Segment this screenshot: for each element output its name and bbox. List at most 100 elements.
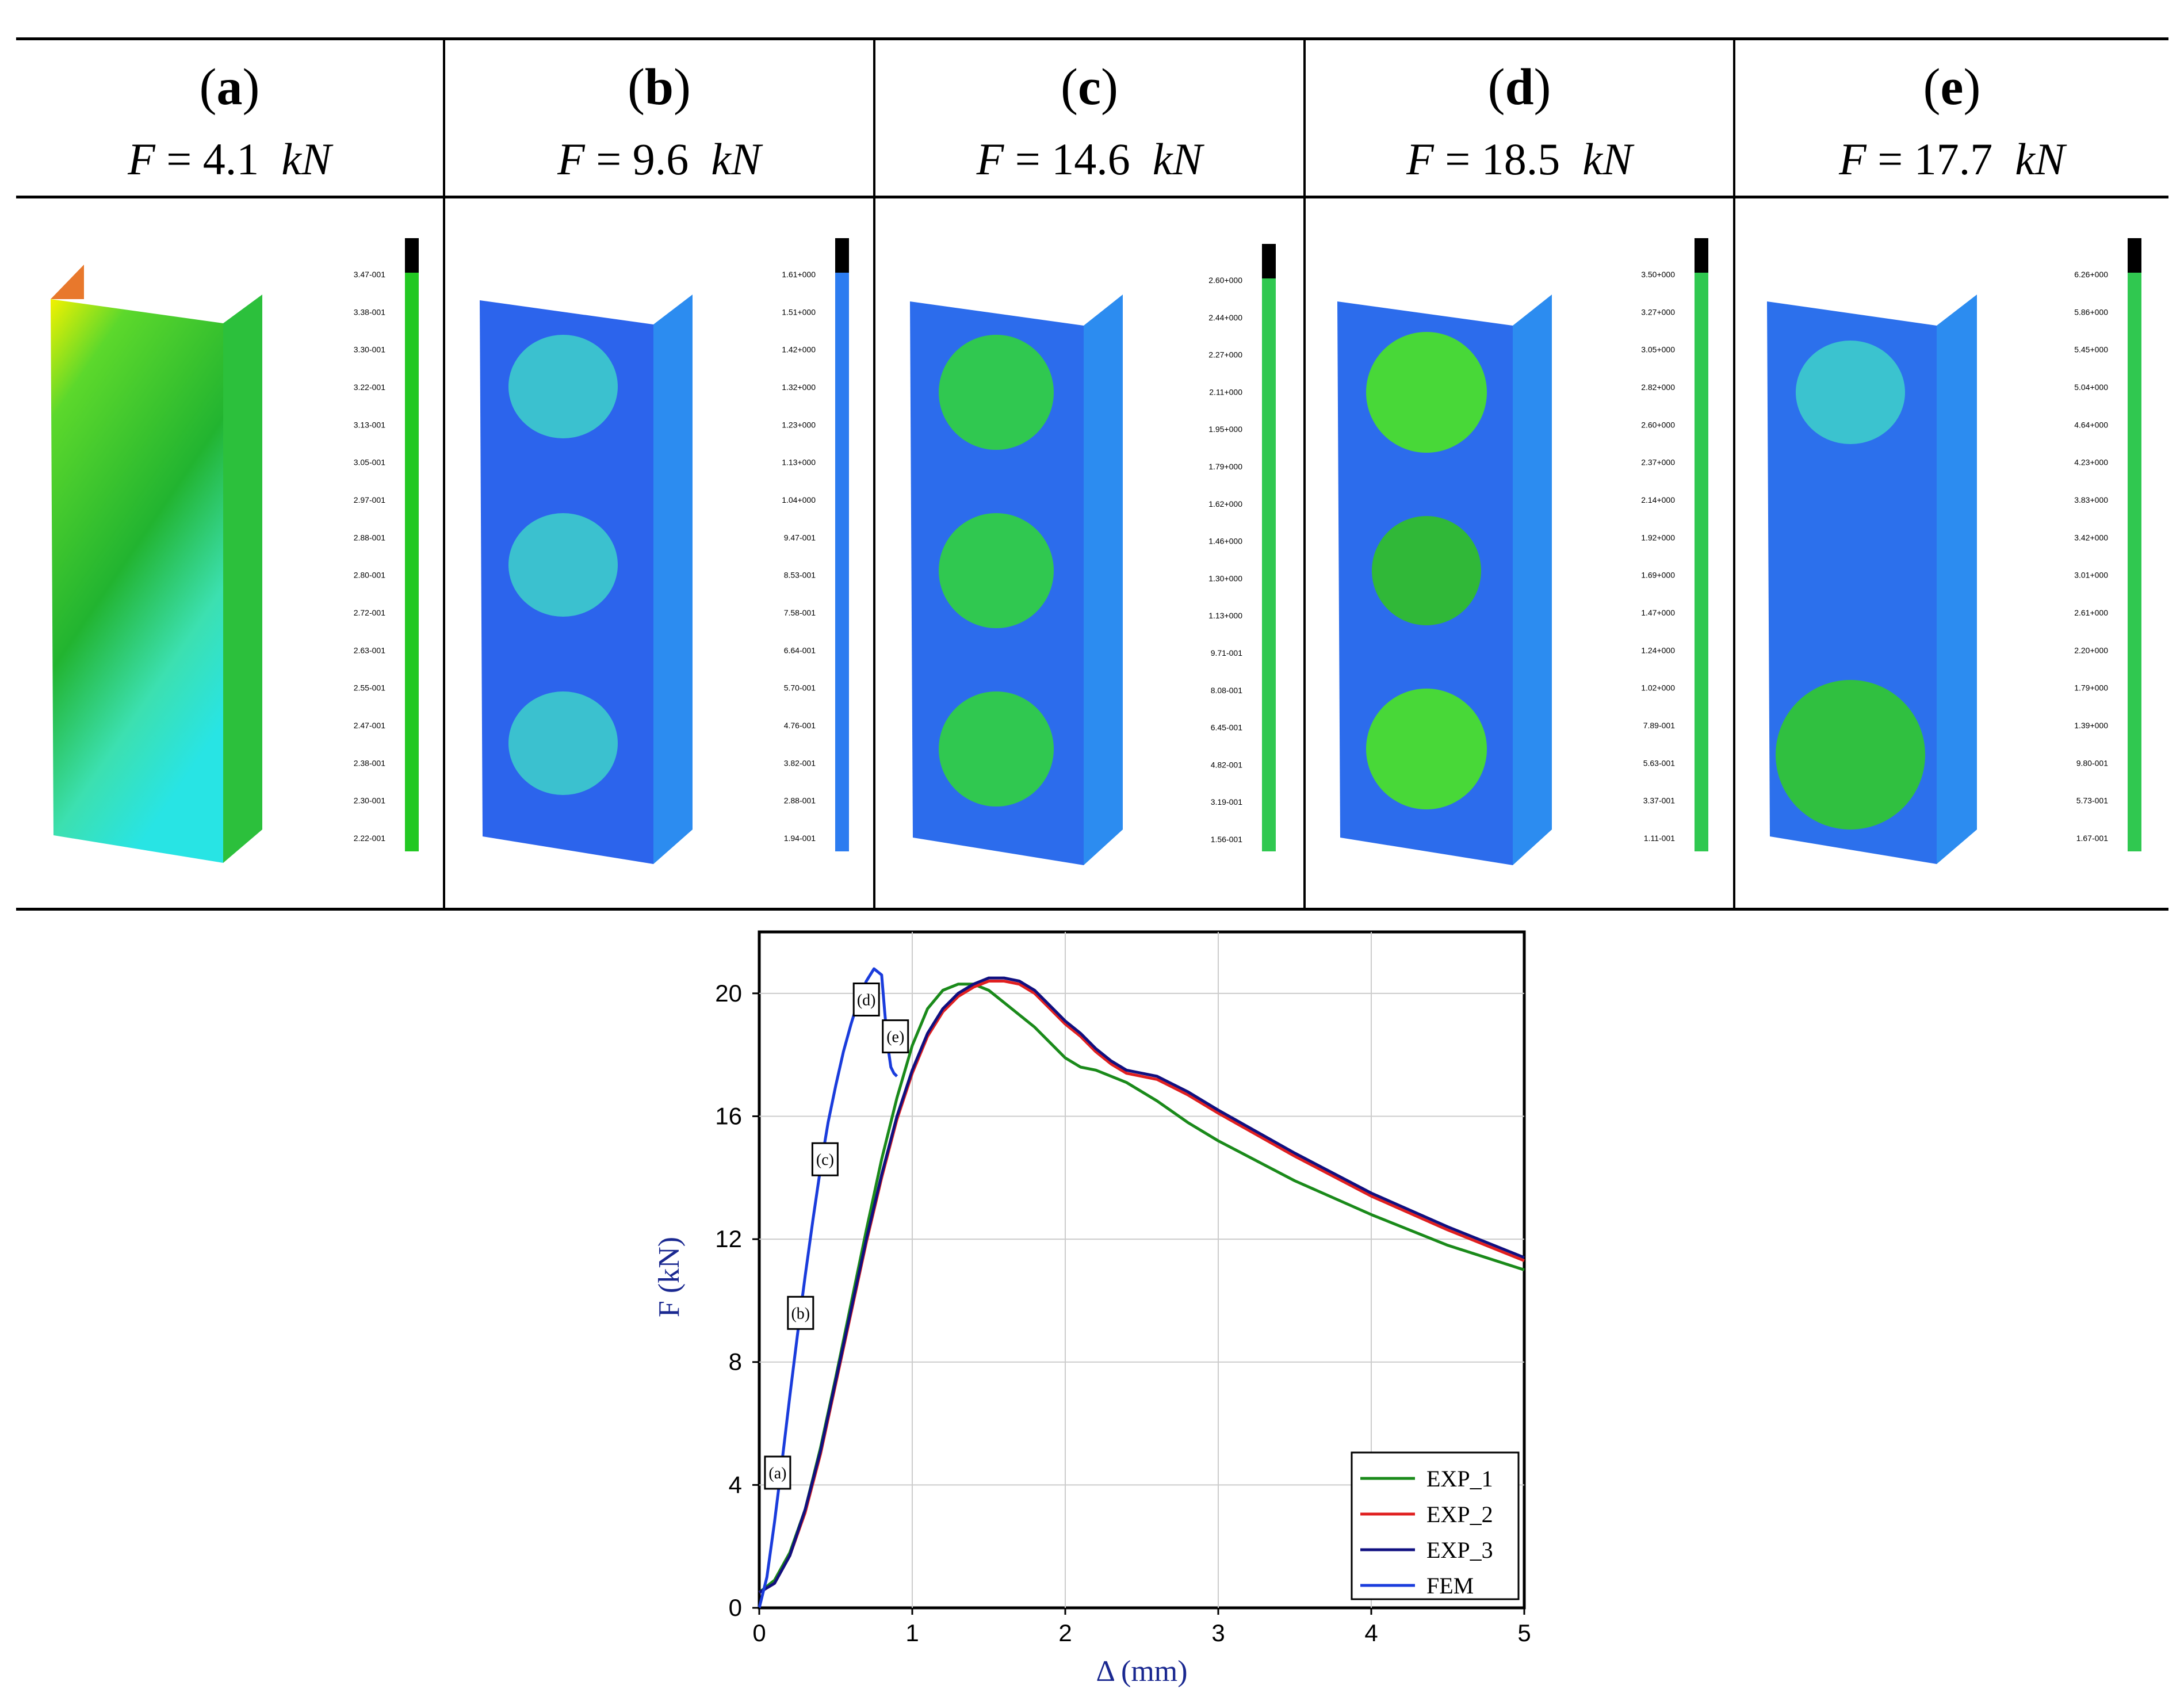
y-tick-label: 8	[729, 1348, 742, 1375]
colorbar-label: 2.63-001	[354, 645, 385, 655]
colorbar-label: 2.97-001	[354, 495, 385, 504]
colorbar-label: 2.38-001	[354, 758, 385, 767]
x-tick-label: 5	[1517, 1619, 1531, 1646]
colorbar-label: 2.27+000	[1208, 350, 1242, 360]
buckle-wave	[1372, 516, 1481, 625]
colorbar	[835, 273, 849, 851]
panel-letter: c	[1078, 59, 1101, 116]
panel-letter: d	[1505, 59, 1534, 116]
colorbar-label: 5.70-001	[784, 683, 816, 693]
panel-header-b: (b) F = 9.6 kN	[557, 59, 761, 184]
colorbar-label: 1.95+000	[1208, 425, 1242, 434]
colorbar	[2128, 238, 2141, 273]
colorbar-label: 3.38-001	[354, 307, 385, 316]
web-face	[51, 299, 223, 863]
colorbar	[405, 273, 419, 851]
buckle-wave	[508, 335, 618, 438]
panel-letter: e	[1940, 59, 1964, 116]
colorbar-label: 5.63-001	[1643, 758, 1675, 767]
buckle-wave	[939, 335, 1054, 450]
colorbar-label: 1.56-001	[1211, 835, 1242, 844]
annotation-box	[764, 1455, 791, 1490]
side-face	[1937, 295, 1977, 864]
colorbar-label: 2.55-001	[354, 683, 385, 693]
colorbar-label: 3.82-001	[784, 758, 816, 767]
colorbar-label: 2.80-001	[354, 571, 385, 580]
colorbar-label: 5.73-001	[2076, 796, 2108, 805]
annotation-label: (c)	[816, 1151, 834, 1169]
colorbar-label: 9.71-001	[1211, 648, 1242, 658]
colorbar-label: 7.58-001	[784, 608, 816, 617]
point-annotations: (a) (b) (c) (d) (e)	[764, 983, 909, 1490]
colorbar-label: 2.20+000	[2074, 645, 2108, 655]
colorbar-label: 3.01+000	[2074, 571, 2108, 580]
annotation-box	[882, 1019, 909, 1054]
buckle-wave	[1796, 341, 1905, 444]
colorbar-label: 1.47+000	[1641, 608, 1675, 617]
colorbar-label: 4.76-001	[784, 721, 816, 730]
colorbar	[1695, 238, 1708, 273]
colorbar-label: 1.62+000	[1208, 499, 1242, 509]
panel-letter: b	[644, 59, 674, 116]
colorbar	[2128, 273, 2141, 851]
colorbar-label: 2.22-001	[354, 834, 385, 843]
annotation-label: (d)	[857, 992, 876, 1010]
legend-label: FEM	[1426, 1573, 1474, 1599]
colorbar-label: 6.64-001	[784, 645, 816, 655]
colorbar-label: 1.30+000	[1208, 574, 1242, 583]
colorbar-label: 1.42+000	[782, 345, 816, 354]
panel-header-d: (d) F = 18.5 kN	[1406, 59, 1632, 184]
colorbar	[405, 238, 419, 273]
y-axis-label: F (kN)	[653, 1237, 686, 1317]
fe-panel-d: 3.50+000 3.27+000 3.05+000 2.82+000 2.60+000…	[1337, 238, 1708, 865]
chart-legend: EXP_1 EXP_2 EXP_3 FEM	[1351, 1451, 1520, 1600]
colorbar	[1695, 273, 1708, 851]
colorbar-label: 3.42+000	[2074, 533, 2108, 542]
force-value: 17.7	[1914, 134, 1993, 184]
colorbar-label: 3.05+000	[1641, 345, 1675, 354]
colorbar-label: 4.23+000	[2074, 458, 2108, 467]
force-unit: kN	[281, 134, 331, 184]
colorbar-label: 1.24+000	[1641, 645, 1675, 655]
y-tick-label: 4	[729, 1471, 742, 1498]
colorbar-label: 2.60+000	[1208, 276, 1242, 285]
legend-label: EXP_3	[1426, 1537, 1493, 1563]
buckle-wave	[1366, 689, 1487, 809]
colorbar-label: 1.46+000	[1208, 537, 1242, 546]
colorbar-label: 2.37+000	[1641, 458, 1675, 467]
annotation-box	[852, 983, 880, 1016]
side-face	[1084, 295, 1123, 865]
series-line-exp_3	[758, 976, 1525, 1594]
panel-header-c: (c) F = 14.6 kN	[976, 59, 1203, 184]
column-divider	[1733, 39, 1735, 910]
buckle-wave	[508, 513, 618, 617]
buckle-wave	[1776, 680, 1925, 830]
colorbar-label: 4.82-001	[1211, 760, 1242, 769]
side-face	[1513, 295, 1552, 865]
y-tick-label: 12	[715, 1225, 742, 1252]
colorbar-label: 6.26+000	[2074, 270, 2108, 279]
colorbar-label: 5.86+000	[2074, 307, 2108, 316]
colorbar	[835, 238, 849, 273]
colorbar-label: 1.69+000	[1641, 571, 1675, 580]
fe-panel-e: 6.26+000 5.86+000 5.45+000 5.04+000 4.64+000…	[1767, 238, 2141, 864]
colorbar	[1262, 244, 1276, 278]
table-top-rule	[16, 37, 2168, 40]
colorbar-label: 8.08-001	[1211, 686, 1242, 695]
table-bottom-rule	[16, 908, 2168, 911]
colorbar-label: 2.72-001	[354, 608, 385, 617]
panel-header-e: (e) F = 17.7 kN	[1839, 59, 2065, 184]
colorbar-label: 1.02+000	[1641, 683, 1675, 693]
table-header-rule	[16, 196, 2168, 198]
colorbar-label: 3.47-001	[354, 270, 385, 279]
colorbar-label: 2.60+000	[1641, 420, 1675, 429]
colorbar-label: 1.39+000	[2074, 721, 2108, 730]
annotation-box	[787, 1295, 814, 1330]
colorbar-label: 1.51+000	[782, 307, 816, 316]
x-tick-label: 0	[752, 1619, 766, 1646]
colorbar-label: 1.32+000	[782, 383, 816, 392]
colorbar-label: 5.45+000	[2074, 345, 2108, 354]
force-unit: kN	[1582, 134, 1632, 184]
force-unit: kN	[2015, 134, 2065, 184]
